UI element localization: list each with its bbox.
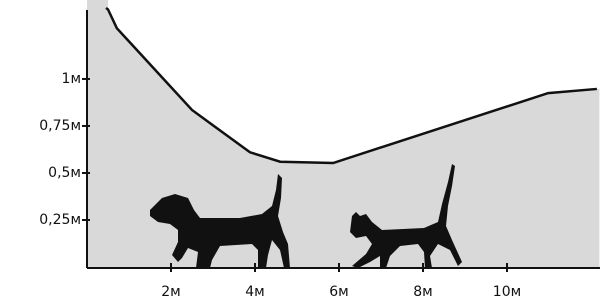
x-tick-label: 2м — [161, 284, 180, 300]
y-tick-label: 0,5м — [48, 165, 81, 181]
x-tick-label: 10м — [493, 284, 521, 300]
chart: 0,25м 0,5м 0,75м 1м 2м 4м 6м 8м 10м — [0, 0, 600, 301]
y-tick-label: 0,75м — [39, 118, 81, 134]
x-tick-label: 4м — [245, 284, 264, 300]
area-fill — [87, 0, 599, 267]
plot — [87, 0, 599, 267]
y-tick-label: 0,25м — [39, 212, 81, 228]
x-tick-label: 8м — [413, 284, 432, 300]
x-tick-label: 6м — [329, 284, 348, 300]
y-tick-label: 1м — [62, 71, 81, 87]
page: 0,25м0,5м0,75м1м2м4м6м8м10м (() => { con… — [0, 0, 600, 301]
